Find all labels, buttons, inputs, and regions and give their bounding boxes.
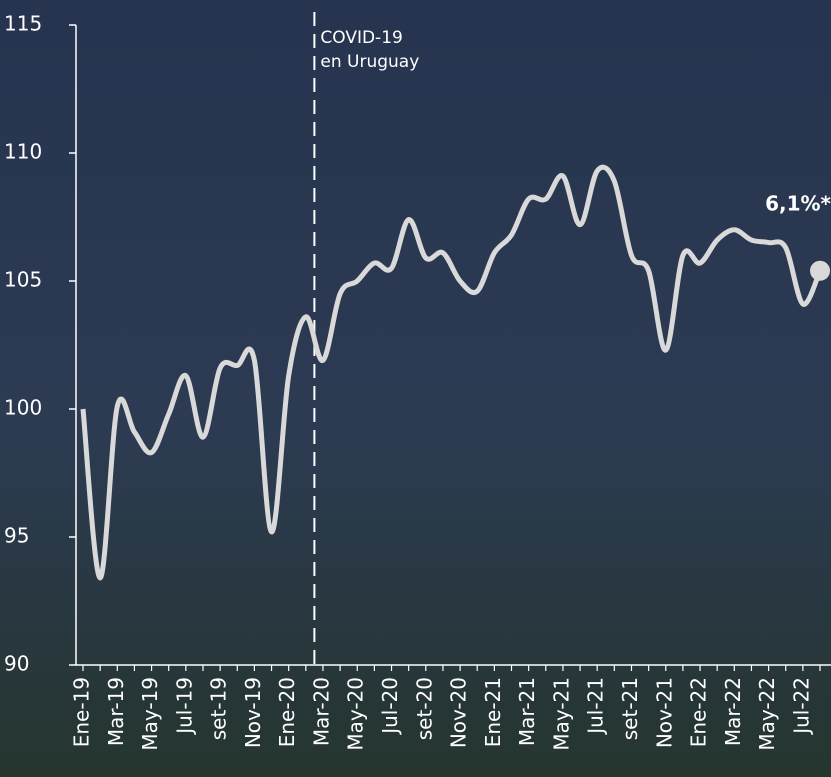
x-tick-label: set-21	[618, 677, 642, 740]
x-tick-label: Nov-21	[652, 677, 676, 748]
x-tick-label: Nov-19	[241, 677, 265, 748]
y-tick-label: 90	[4, 652, 29, 676]
x-tick-label: Mar-20	[309, 677, 333, 746]
x-tick-label: Nov-20	[447, 677, 471, 748]
y-tick-label: 115	[4, 12, 42, 36]
x-tick-label: Mar-21	[515, 677, 539, 746]
covid-annotation: COVID-19	[320, 28, 402, 48]
x-tick-label: Ene-19	[70, 677, 94, 747]
y-tick-label: 105	[4, 268, 42, 292]
x-tick-label: Ene-20	[275, 677, 299, 747]
last-annotation: 6,1%*	[765, 191, 831, 215]
x-tick-label: Jul-21	[584, 677, 608, 736]
y-tick-label: 100	[4, 396, 42, 420]
x-tick-label: Jul-20	[378, 677, 402, 736]
line	[80, 164, 823, 581]
y-tick-label: 110	[4, 140, 42, 164]
y-tick-label: 95	[4, 524, 29, 548]
end-marker	[810, 260, 831, 281]
x-tick-label: Jul-22	[789, 677, 813, 736]
covid-annotation: en Uruguay	[320, 52, 419, 72]
x-tick-label: Mar-22	[721, 677, 745, 746]
x-tick-label: Mar-19	[104, 677, 128, 746]
x-tick-label: Ene-22	[687, 677, 711, 747]
x-tick-label: set-20	[412, 677, 436, 740]
x-tick-label: May-19	[138, 677, 162, 751]
x-tick-label: May-21	[549, 677, 573, 751]
x-tick-label: May-20	[344, 677, 368, 751]
x-tick-label: Jul-19	[172, 677, 196, 736]
x-tick-label: Ene-21	[481, 677, 505, 747]
x-tick-label: May-22	[755, 677, 779, 751]
x-tick-label: set-19	[207, 677, 231, 740]
